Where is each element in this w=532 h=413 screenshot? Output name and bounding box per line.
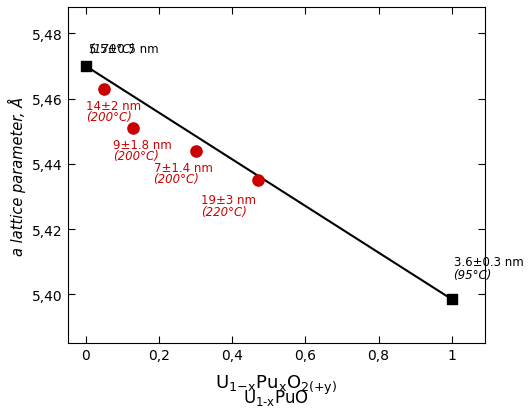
- Text: 3.6±0.3 nm: 3.6±0.3 nm: [454, 256, 523, 268]
- Text: 9±1.8 nm: 9±1.8 nm: [113, 138, 172, 152]
- Text: (220°C): (220°C): [201, 205, 247, 218]
- Text: 5.5±0.5 nm: 5.5±0.5 nm: [89, 43, 159, 55]
- Point: [81, 64, 90, 70]
- Text: (200°C): (200°C): [86, 111, 132, 124]
- Text: 19±3 nm: 19±3 nm: [201, 194, 256, 207]
- Y-axis label: a lattice parameter, Å: a lattice parameter, Å: [9, 97, 27, 255]
- Text: (200°C): (200°C): [154, 173, 200, 185]
- Text: $\mathregular{U_{1\text{-}x}PuO}$: $\mathregular{U_{1\text{-}x}PuO}$: [243, 387, 309, 407]
- X-axis label: $\rm U_{1\!-\!x}Pu_xO_{2(+y)}$: $\rm U_{1\!-\!x}Pu_xO_{2(+y)}$: [215, 373, 337, 396]
- Point: [447, 296, 456, 303]
- Point: [254, 178, 262, 184]
- Point: [192, 148, 200, 155]
- Text: (200°C): (200°C): [113, 150, 159, 163]
- Text: (170°C): (170°C): [89, 28, 135, 55]
- Point: [100, 86, 109, 93]
- Point: [129, 126, 138, 132]
- Text: (95°C): (95°C): [454, 268, 492, 282]
- Text: 7±1.4 nm: 7±1.4 nm: [154, 161, 212, 174]
- Text: 14±2 nm: 14±2 nm: [86, 100, 141, 112]
